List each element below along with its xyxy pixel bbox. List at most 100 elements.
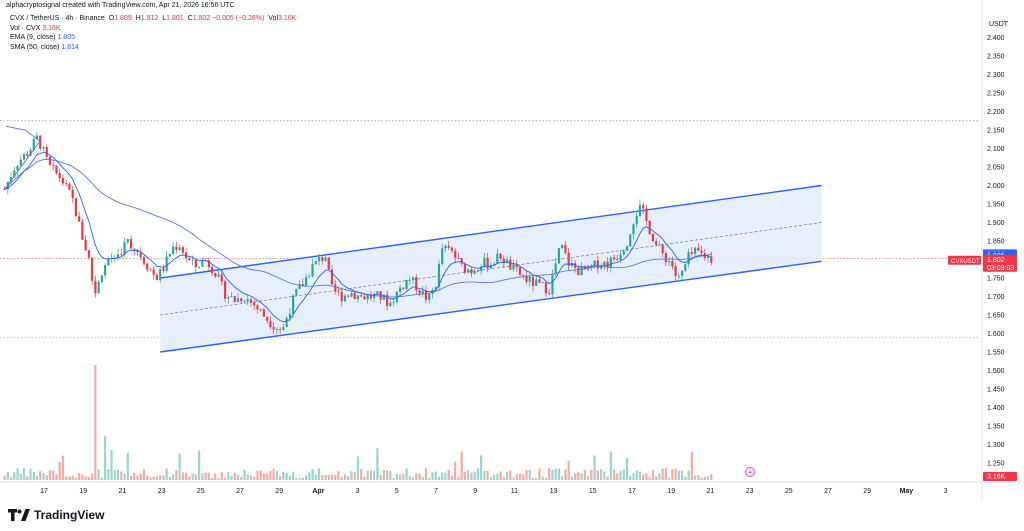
- volume-bar: [165, 468, 168, 480]
- candle-body: [317, 257, 321, 261]
- candle-body: [360, 295, 363, 297]
- volume-bar: [693, 475, 697, 480]
- candle-body: [324, 257, 327, 261]
- candle-body: [658, 244, 661, 246]
- volume-bar: [330, 474, 334, 480]
- volume-legend-row[interactable]: Vol · CVX 3.16K: [10, 24, 296, 34]
- ohlc-row[interactable]: CVX / TetherUS · 4h · Binance O1.809 H1.…: [10, 14, 296, 24]
- volume-bar: [159, 475, 162, 480]
- volume-bar: [635, 470, 638, 480]
- candle-body: [629, 234, 632, 247]
- volume-bar: [87, 476, 90, 480]
- candle-body: [697, 247, 700, 251]
- candle-body: [78, 216, 81, 222]
- candle-body: [201, 260, 204, 267]
- volume-bar: [697, 474, 700, 480]
- sma-legend-row[interactable]: SMA (50, close) 1.814: [10, 43, 296, 53]
- candle-body: [45, 147, 48, 157]
- candle-body: [337, 291, 340, 293]
- price-tick-label: 1.650: [987, 313, 1005, 320]
- symbol-title[interactable]: CVX / TetherUS · 4h · Binance: [10, 15, 105, 22]
- price-axis[interactable]: USDT 2.400 2.350 2.300 2.250 2.200 2.150 2.100 2…: [948, 0, 1017, 500]
- volume-bar: [103, 436, 107, 480]
- tradingview-logo[interactable]: TradingView: [8, 508, 104, 522]
- volume-bar: [129, 475, 133, 480]
- candle-body: [91, 257, 94, 281]
- candle-body: [103, 265, 107, 276]
- volume-bar: [249, 475, 253, 480]
- candle-body: [470, 269, 473, 274]
- candle-body: [230, 296, 233, 298]
- volume-bar: [172, 474, 175, 480]
- high-value: 1.812: [140, 15, 159, 22]
- candle-body: [700, 250, 703, 254]
- vol-label: Vol: [268, 15, 279, 22]
- volume-bar: [389, 470, 392, 480]
- time-axis[interactable]: 17 19 21 23 25 27 29 Apr 3 5 7 9 11 13 15 17 19 21 23 25 27 2…: [0, 467, 1024, 496]
- candle-body: [577, 267, 580, 276]
- volume-bar: [674, 468, 677, 480]
- volume-bar: [379, 475, 382, 480]
- volume-bar: [706, 476, 710, 480]
- tradingview-logo-icon: [8, 509, 30, 521]
- volume-bar: [259, 470, 262, 480]
- close-label: C: [187, 15, 193, 22]
- ema-indicator-value: 1.805: [57, 34, 75, 41]
- volume-bar: [6, 472, 9, 480]
- time-tick-label: 21: [119, 488, 127, 495]
- volume-bar: [421, 477, 424, 480]
- volume-bar: [609, 451, 612, 480]
- volume-bar: [557, 468, 561, 480]
- volume-bar: [447, 469, 450, 480]
- candle-body: [350, 293, 353, 297]
- volume-bar: [444, 472, 447, 480]
- candle-body: [191, 259, 194, 261]
- candle-body: [366, 294, 369, 300]
- volume-bar: [583, 469, 586, 480]
- candle-body: [295, 289, 298, 296]
- volume-bar: [467, 470, 470, 480]
- volume-bar: [411, 477, 415, 480]
- volume-bar: [599, 469, 603, 480]
- candle-body: [554, 263, 557, 275]
- volume-indicator-name: Vol · CVX: [10, 24, 41, 32]
- candle-body: [327, 257, 330, 270]
- volume-bar: [295, 477, 298, 480]
- volume-bar: [139, 474, 142, 480]
- candle-body: [651, 233, 655, 242]
- candle-body: [638, 204, 642, 216]
- candle-body: [681, 270, 684, 276]
- volume-bar: [470, 472, 473, 480]
- volume-bar: [253, 476, 256, 480]
- candle-body: [616, 259, 619, 261]
- open-label: O: [108, 15, 115, 22]
- volume-badge-bg: [983, 472, 1017, 481]
- candle-body: [415, 277, 418, 291]
- time-tick-label: 7: [434, 488, 438, 495]
- volume-bar: [658, 473, 661, 480]
- candle-body: [356, 295, 360, 300]
- candle-body: [84, 239, 87, 251]
- price-tick-label: 1.350: [987, 424, 1005, 431]
- volume-bar: [681, 470, 684, 480]
- volume-bar: [392, 477, 395, 480]
- candle-body: [664, 253, 667, 263]
- volume-bar: [622, 469, 625, 480]
- candle-body: [706, 256, 710, 258]
- candle-body: [146, 263, 149, 270]
- volume-bar: [460, 451, 463, 480]
- volume-bar: [638, 471, 642, 480]
- candle-body: [22, 153, 26, 160]
- price-tick-label: 1.750: [987, 276, 1005, 283]
- candle-body: [256, 305, 259, 310]
- volume-bar: [360, 468, 363, 480]
- volume-bar: [29, 468, 32, 480]
- volume-bar: [651, 470, 655, 480]
- candle-body: [168, 254, 172, 257]
- candle-body: [259, 309, 262, 311]
- volume-bar: [564, 469, 567, 480]
- candle-body: [282, 326, 285, 330]
- volume-bar: [191, 473, 194, 480]
- ema-legend-row[interactable]: EMA (9, close) 1.805: [10, 33, 296, 43]
